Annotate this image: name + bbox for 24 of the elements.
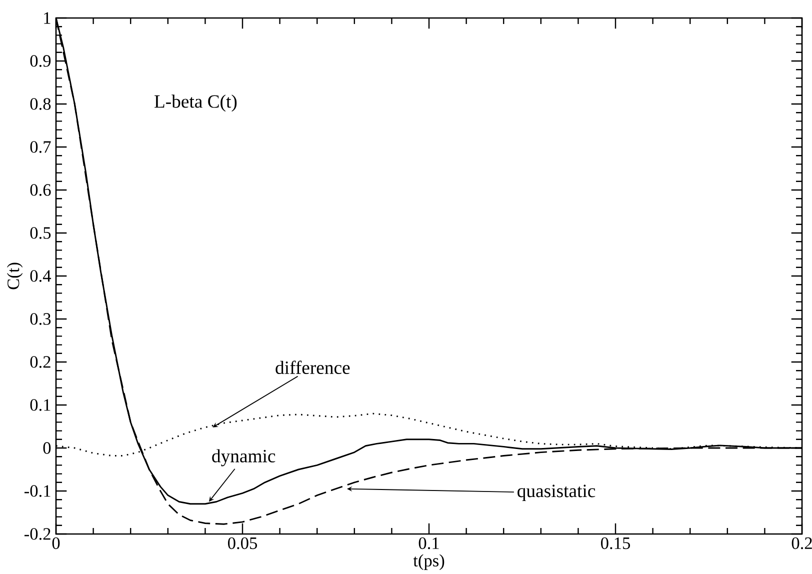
y-tick-label: 0.3 [30, 313, 51, 325]
x-tick-label: 0.1 [418, 537, 439, 550]
y-tick-label: 0.8 [30, 98, 51, 110]
annotation: dynamic [212, 449, 276, 466]
annotation: quasistatic [518, 484, 596, 502]
annotation: L-beta C(t) [154, 94, 237, 112]
y-tick-label: -0.2 [24, 528, 50, 540]
x-tick-label: 0.15 [601, 537, 630, 550]
y-tick-label: 0.6 [30, 184, 51, 196]
x-tick-label: 0.2 [792, 537, 812, 550]
y-tick-label: 0.7 [30, 141, 51, 153]
y-tick-label: 0.1 [30, 399, 50, 411]
y-tick-label: 1 [44, 12, 50, 24]
y-tick-label: 0 [43, 442, 51, 454]
y-tick-label: 0.2 [30, 356, 50, 368]
y-tick-label: 0.5 [30, 227, 51, 239]
annotation: difference [276, 360, 350, 374]
y-tick-label: -0.1 [24, 485, 50, 497]
y-tick-label: 0.4 [30, 270, 52, 282]
x-tick-label: 0 [52, 537, 60, 550]
x-axis-title: t(ps) [413, 554, 444, 570]
x-tick-label: 0.05 [228, 537, 257, 550]
y-axis-title: C(t) [6, 262, 23, 290]
y-tick-label: 0.9 [30, 55, 51, 67]
